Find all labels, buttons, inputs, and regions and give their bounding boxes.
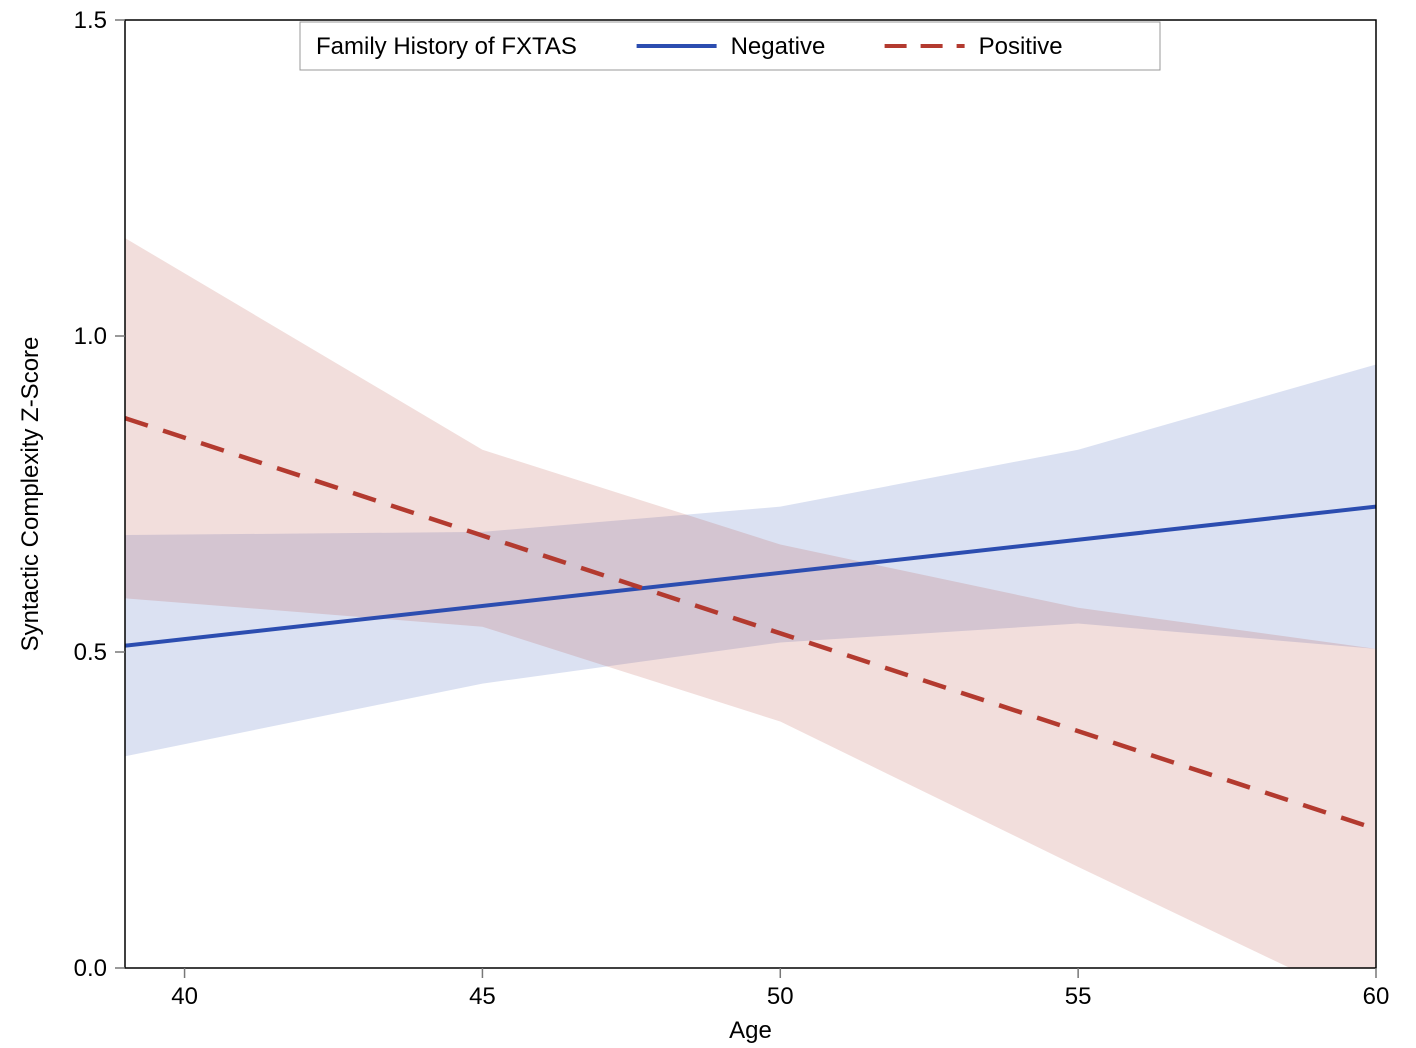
legend-title: Family History of FXTAS [316,33,577,60]
chart-container: 40 45 50 55 60 Age 0.0 0.5 1.0 1.5 Syntactic Compl… [0,0,1416,1048]
x-tick-label: 45 [469,983,496,1010]
y-tick-label: 0.5 [74,639,107,666]
y-tick-label: 1.0 [74,323,107,350]
legend-label-positive: Positive [979,33,1063,60]
legend-label-negative: Negative [731,33,826,60]
legend: Family History of FXTAS Negative Positive [300,22,1160,70]
x-tick-label: 60 [1363,983,1390,1010]
x-tick-label: 40 [171,983,198,1010]
y-axis-label: Syntactic Complexity Z-Score [17,337,44,652]
x-axis-label: Age [729,1017,772,1044]
y-tick-label: 1.5 [74,7,107,34]
x-tick-label: 55 [1065,983,1092,1010]
chart-svg: 40 45 50 55 60 Age 0.0 0.5 1.0 1.5 Syntactic Compl… [0,0,1416,1048]
y-tick-label: 0.0 [74,955,107,982]
x-tick-label: 50 [767,983,794,1010]
